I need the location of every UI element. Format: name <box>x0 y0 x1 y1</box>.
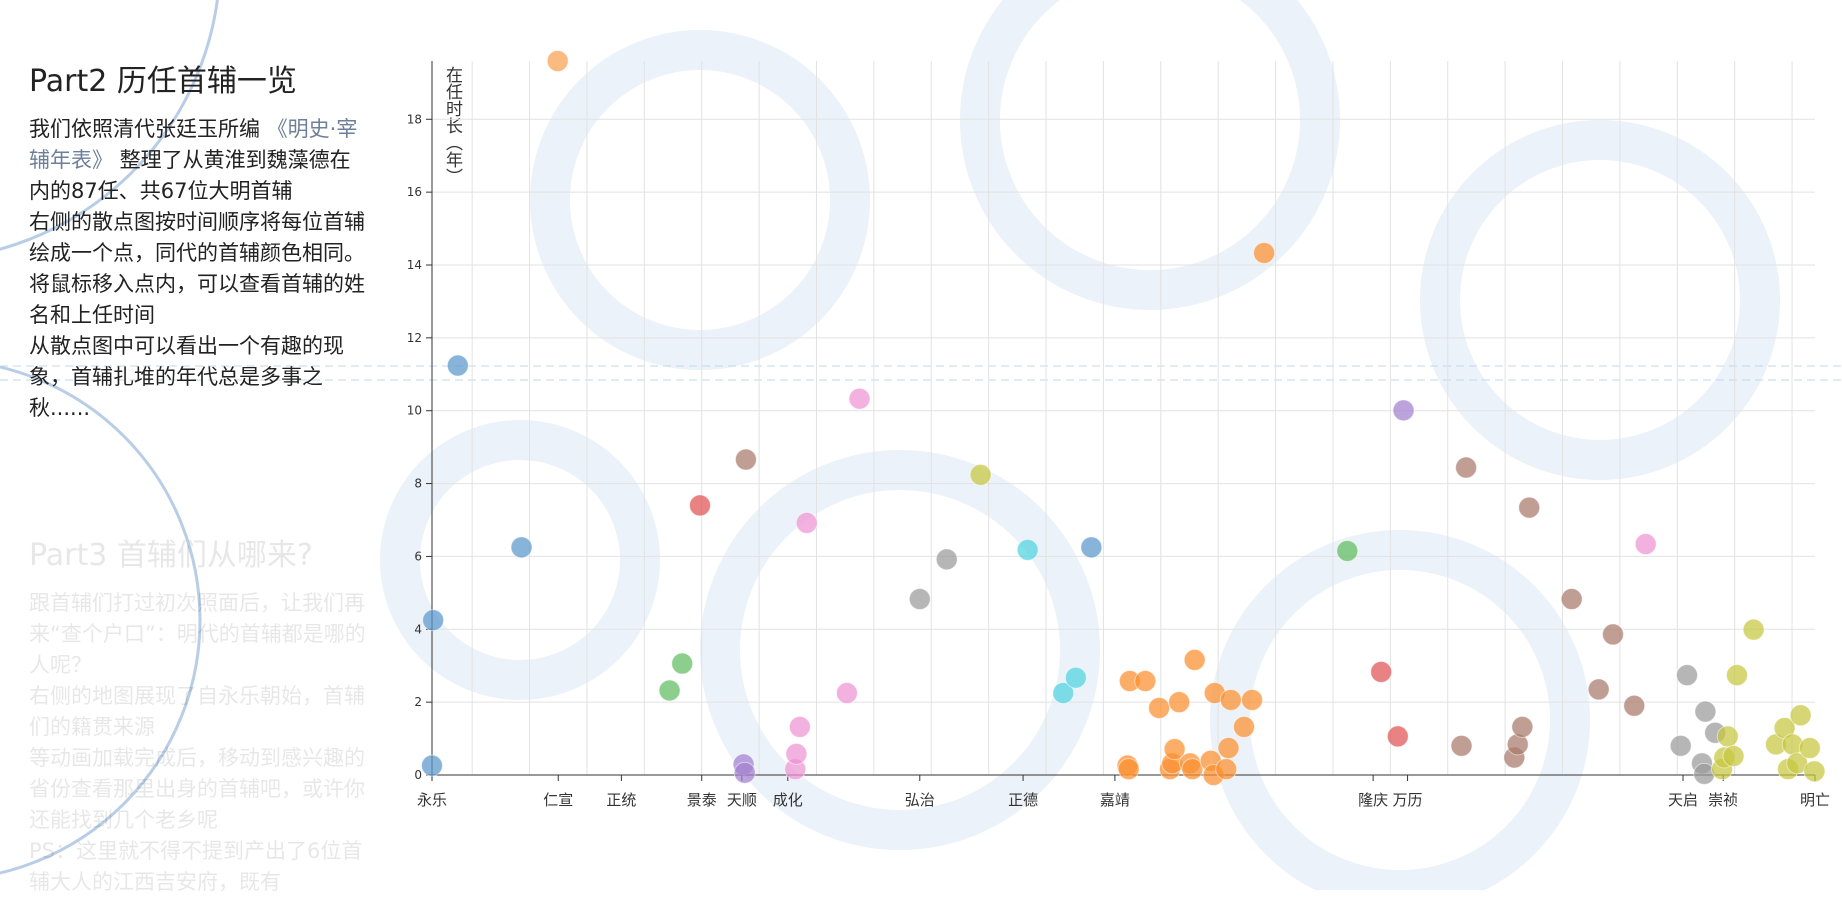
point[interactable] <box>1518 496 1541 519</box>
point[interactable] <box>1392 399 1415 422</box>
point[interactable] <box>1241 688 1264 711</box>
point[interactable] <box>1716 725 1739 748</box>
point[interactable] <box>1669 734 1692 757</box>
x-tick-label: 天启 <box>1668 791 1698 809</box>
point[interactable] <box>510 536 533 559</box>
point[interactable] <box>1587 678 1610 701</box>
paragraph: 右侧的地图展现了自永乐朝始，首辅们的籍贯来源 <box>29 684 365 739</box>
x-tick-label: 隆庆 <box>1358 791 1388 809</box>
point[interactable] <box>1742 618 1765 641</box>
point[interactable] <box>785 742 808 765</box>
point[interactable] <box>848 387 871 410</box>
text: 整理了从黄淮到魏藻德在内的87任、共67位大明首辅 <box>29 148 351 203</box>
point[interactable] <box>1798 737 1821 760</box>
paragraph: 我们依照清代张廷玉所编 《明史·宰辅年表》 整理了从黄淮到魏藻德在内的87任、共… <box>29 114 369 207</box>
point[interactable] <box>1253 241 1276 264</box>
point[interactable] <box>835 682 858 705</box>
section-title: Part2 历任首辅一览 <box>29 64 297 99</box>
y-tick-label: 16 <box>407 185 422 199</box>
y-tick-label: 10 <box>407 404 422 418</box>
next-section: Part3 首辅们从哪来? 跟首辅们打过初次照面后，让我们再来“查个户口”：明代… <box>29 530 369 898</box>
section-title: Part3 首辅们从哪来? <box>29 538 313 573</box>
point[interactable] <box>1450 734 1473 757</box>
y-tick-label: 18 <box>407 112 422 126</box>
point[interactable] <box>1217 737 1240 760</box>
point[interactable] <box>1623 694 1646 717</box>
x-tick-label: 正统 <box>606 791 636 809</box>
x-tick-label: 成化 <box>773 791 803 809</box>
point[interactable] <box>935 548 958 571</box>
y-axis-label: 在任时长（年） <box>442 66 463 185</box>
x-tick-label: 景泰 <box>687 791 717 809</box>
paragraph: 右侧的散点图按时间顺序将每位首辅绘成一个点，同代的首辅颜色相同。将鼠标移入点内，… <box>29 210 365 327</box>
x-tick-label: 正德 <box>1008 791 1038 809</box>
y-tick-label: 8 <box>414 477 422 491</box>
point[interactable] <box>1183 648 1206 671</box>
point[interactable] <box>1789 704 1812 727</box>
point[interactable] <box>734 448 757 471</box>
point[interactable] <box>969 463 992 486</box>
point[interactable] <box>658 679 681 702</box>
point[interactable] <box>795 511 818 534</box>
source-link[interactable]: 《明史·宰辅年表》 <box>29 117 358 172</box>
point[interactable] <box>1560 588 1583 611</box>
x-tick-label: 永乐 <box>417 791 447 809</box>
point[interactable] <box>1016 538 1039 561</box>
point[interactable] <box>1168 691 1191 714</box>
x-tick-label: 崇祯 <box>1708 791 1738 809</box>
point[interactable] <box>1386 725 1409 748</box>
point[interactable] <box>1181 758 1204 781</box>
point[interactable] <box>546 50 569 72</box>
x-tick-label: 弘治 <box>905 791 935 809</box>
paragraph: 从散点图中可以看出一个有趣的现象，首辅扎堆的年代总是多事之秋...... <box>29 334 344 420</box>
point[interactable] <box>1148 696 1171 719</box>
point[interactable] <box>421 754 443 777</box>
x-tick-label: 万历 <box>1393 791 1423 809</box>
point[interactable] <box>422 609 445 632</box>
point[interactable] <box>908 588 931 611</box>
y-tick-label: 0 <box>414 768 422 782</box>
y-tick-label: 12 <box>407 331 422 345</box>
point[interactable] <box>671 652 694 675</box>
point[interactable] <box>1634 533 1657 556</box>
point[interactable] <box>1233 715 1256 738</box>
x-tick-label: 嘉靖 <box>1100 791 1130 809</box>
x-tick-label: 天顺 <box>727 791 757 809</box>
point[interactable] <box>1134 670 1157 693</box>
point[interactable] <box>1163 738 1186 761</box>
x-tick-label: 仁宣 <box>543 791 573 809</box>
point[interactable] <box>788 715 811 738</box>
point[interactable] <box>1215 758 1238 781</box>
point[interactable] <box>1602 623 1625 646</box>
point[interactable] <box>1455 456 1478 479</box>
y-tick-label: 14 <box>407 258 422 272</box>
y-tick-label: 2 <box>414 695 422 709</box>
point[interactable] <box>1511 715 1534 738</box>
point[interactable] <box>1803 760 1826 783</box>
point[interactable] <box>1117 758 1140 781</box>
point[interactable] <box>1725 664 1748 687</box>
paragraph: 等动画加载完成后，移动到感兴趣的省份查看那里出身的首辅吧，或许你还能找到几个老乡… <box>29 746 365 832</box>
text: 我们依照清代张廷玉所编 <box>29 117 267 141</box>
x-tick-label: 明亡 <box>1800 791 1830 809</box>
intro: Part2 历任首辅一览 我们依照清代张廷玉所编 《明史·宰辅年表》 整理了从黄… <box>29 56 369 424</box>
point[interactable] <box>1676 664 1699 687</box>
point[interactable] <box>446 354 469 377</box>
point[interactable] <box>1064 666 1087 689</box>
point[interactable] <box>1219 688 1242 711</box>
point[interactable] <box>688 494 711 517</box>
paragraph: 跟首辅们打过初次照面后，让我们再来“查个户口”：明代的首辅都是哪的人呢？ <box>29 591 366 677</box>
point[interactable] <box>733 761 756 784</box>
point[interactable] <box>1052 682 1075 705</box>
point[interactable] <box>1722 745 1745 768</box>
point[interactable] <box>1080 536 1103 559</box>
point[interactable] <box>1694 700 1717 723</box>
point[interactable] <box>1336 539 1359 562</box>
y-tick-label: 6 <box>414 549 422 563</box>
y-tick-label: 4 <box>414 622 422 636</box>
point[interactable] <box>1370 660 1393 683</box>
